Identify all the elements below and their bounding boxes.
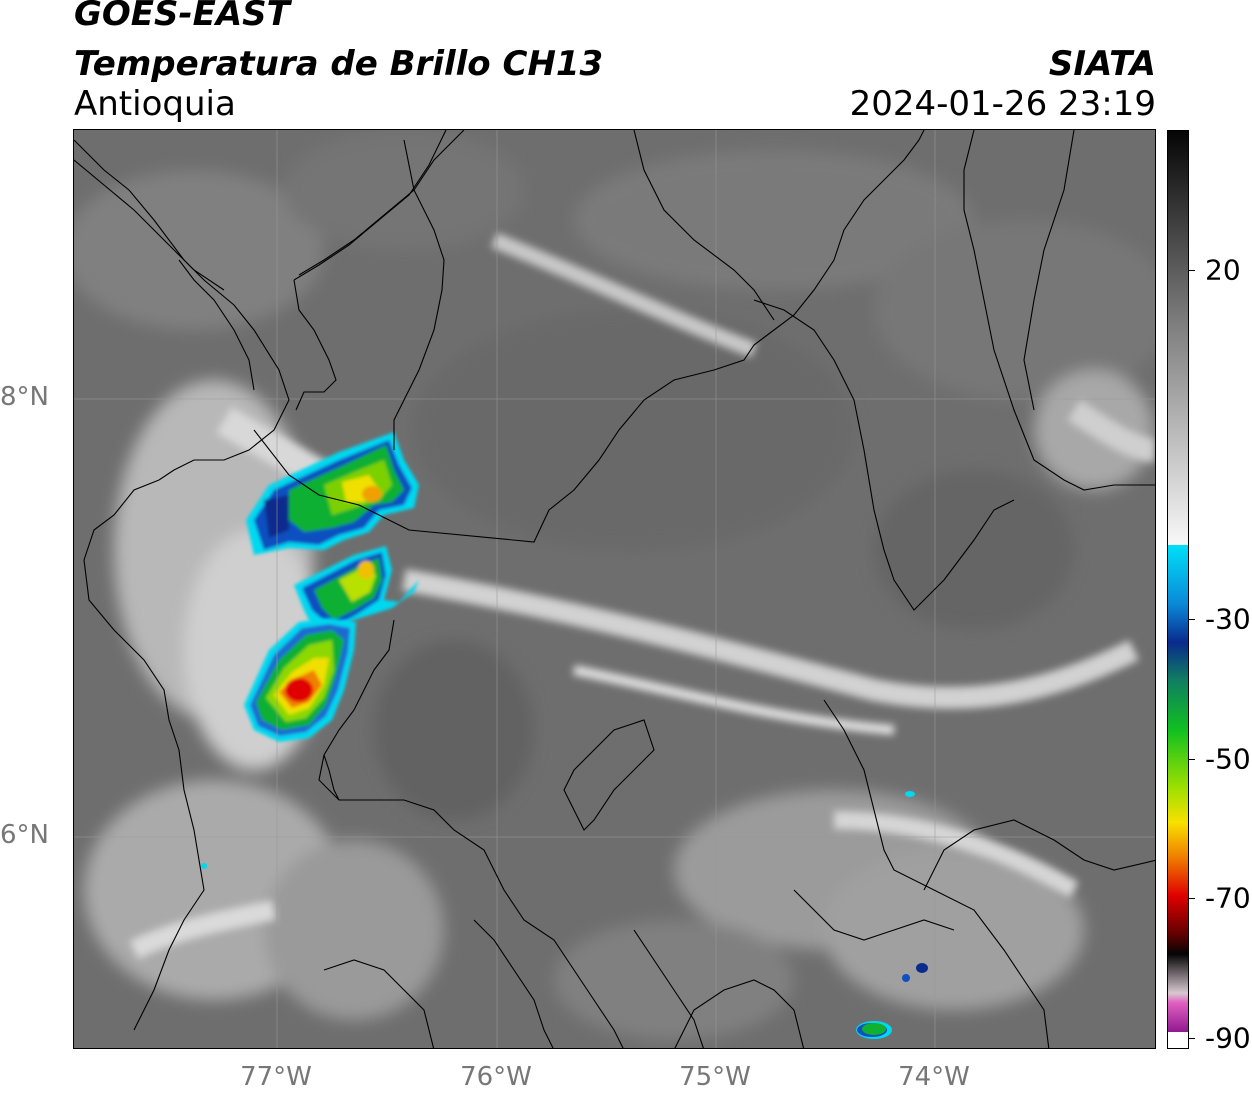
small-cells	[201, 791, 928, 1039]
colorbar-tick-minus30: -30	[1205, 602, 1251, 636]
region-label: Antioquia	[74, 84, 236, 124]
graticule	[74, 130, 1155, 1048]
cloud-texture	[74, 130, 1155, 1040]
convective-cell-middle	[294, 546, 419, 635]
satellite-map[interactable]	[73, 129, 1156, 1049]
satellite-title: GOES-EAST	[74, 0, 290, 34]
longitude-label-74w: 74°W	[898, 1062, 970, 1092]
organization-label: SIATA	[1048, 44, 1156, 84]
longitude-label-76w: 76°W	[460, 1062, 532, 1092]
timestamp-label: 2024-01-26 23:19	[849, 84, 1156, 124]
convective-cell-south	[244, 618, 356, 742]
colorbar-tick-minus90: -90	[1205, 1021, 1251, 1055]
colorbar-tick-20: 20	[1205, 253, 1241, 287]
latitude-label-6n: 6°N	[0, 820, 49, 850]
convective-cell-north	[246, 432, 419, 555]
latitude-label-8n: 8°N	[0, 382, 49, 412]
longitude-label-75w: 75°W	[679, 1062, 751, 1092]
product-title: Temperatura de Brillo CH13	[74, 44, 604, 84]
longitude-label-77w: 77°W	[240, 1062, 312, 1092]
colorbar-tick-minus70: -70	[1205, 881, 1251, 915]
colorbar	[1167, 130, 1189, 1049]
boundaries	[74, 130, 1155, 1048]
colorbar-tick-minus50: -50	[1205, 742, 1251, 776]
cloud-streaks	[129, 232, 1155, 959]
brightness-temperature-image	[74, 130, 1155, 1048]
